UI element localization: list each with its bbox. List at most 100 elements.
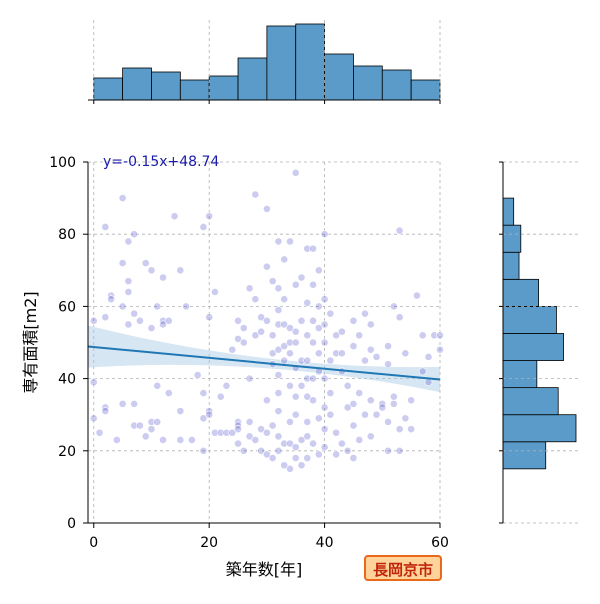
scatter-point (395, 226, 404, 235)
scatter-point (320, 443, 329, 452)
scatter-point (89, 414, 98, 423)
scatter-point (164, 389, 173, 397)
scatter-point (136, 421, 144, 430)
scatter-point (245, 418, 254, 426)
scatter-point (286, 381, 294, 390)
scatter-point (349, 399, 358, 408)
scatter-point (274, 432, 283, 441)
y-axis-title: 専有面積[m2] (21, 291, 40, 393)
scatter-point (118, 194, 127, 202)
scatter-point (349, 454, 358, 462)
scatter-point (395, 446, 404, 455)
scatter-point (366, 345, 375, 354)
scatter-point (314, 414, 323, 423)
right-histogram-bar (502, 251, 520, 280)
scatter-point (274, 389, 283, 397)
scatter-point (338, 439, 346, 448)
scatter-point (101, 313, 110, 322)
scatter-point (262, 428, 271, 437)
scatter-point (355, 389, 364, 397)
scatter-point (297, 461, 306, 470)
scatter-point (309, 244, 317, 253)
scatter-point (424, 353, 433, 361)
scatter-point (262, 316, 271, 325)
scatter-point (320, 230, 329, 239)
scatter-point (205, 212, 214, 221)
scatter-point (286, 439, 294, 448)
scatter-point (211, 428, 219, 437)
scatter-point (320, 338, 329, 347)
scatter-point (274, 446, 283, 455)
scatter-point (164, 316, 173, 325)
right-histogram-bar (502, 197, 515, 226)
scatter-point (303, 244, 312, 253)
scatter-point (286, 349, 294, 358)
scatter-point (95, 428, 104, 437)
right-histogram-bar (502, 278, 540, 307)
scatter-point (389, 302, 398, 311)
scatter-point (314, 266, 323, 275)
scatter-point (407, 396, 416, 405)
scatter-point (303, 298, 312, 307)
right-histogram-bar (502, 441, 547, 470)
scatter-point (199, 389, 208, 397)
scatter-point (286, 418, 294, 426)
scatter-point (413, 291, 421, 300)
scatter-point (303, 331, 312, 340)
scatter-point (309, 280, 317, 289)
scatter-point (280, 356, 289, 365)
scatter-point (170, 212, 179, 221)
x-axis-title: 築年数[年] (226, 560, 303, 579)
scatter-point (366, 432, 375, 441)
scatter-point (436, 331, 444, 340)
scatter-point (130, 399, 139, 408)
scatter-point (436, 345, 444, 354)
right-histogram-bar (502, 224, 522, 253)
scatter-point (245, 374, 254, 383)
scatter-point (101, 407, 110, 415)
scatter-point (332, 331, 341, 340)
y-tick-label: 100 (49, 155, 76, 171)
scatter-point (118, 302, 127, 311)
scatter-point (280, 295, 289, 304)
x-tick-label: 40 (316, 535, 334, 551)
scatter-point (130, 230, 139, 239)
scatter-point (124, 277, 133, 286)
scatter-point (320, 374, 329, 383)
scatter-point (303, 392, 312, 401)
scatter-point (268, 421, 277, 430)
scatter-point (239, 338, 248, 347)
scatter-point (130, 421, 139, 430)
scatter-point (280, 320, 289, 329)
scatter-point (355, 436, 364, 444)
scatter-point (349, 421, 358, 430)
scatter-point (384, 446, 392, 455)
scatter-point (187, 436, 196, 444)
scatter-point (239, 446, 248, 455)
scatter-point (268, 331, 277, 340)
scatter-point (234, 334, 242, 343)
top-histogram-bar (266, 25, 297, 101)
scatter-point (118, 259, 127, 267)
scatter-point (159, 273, 167, 282)
scatter-point (124, 237, 133, 246)
scatter-point (112, 436, 121, 444)
right-histogram-bar (502, 333, 564, 361)
y-tick-label: 40 (58, 372, 76, 388)
scatter-point (297, 381, 306, 390)
right-histogram-bar (502, 305, 557, 334)
top-histogram-bar (179, 79, 210, 101)
scatter-point (314, 302, 323, 311)
scatter-point (309, 316, 317, 325)
scatter-point (176, 407, 185, 415)
scatter-point (326, 356, 335, 365)
scatter-point (291, 327, 300, 336)
scatter-point (286, 324, 294, 332)
regression-line (87, 345, 441, 381)
scatter-point (274, 320, 283, 329)
scatter-point (245, 284, 254, 293)
scatter-point (251, 295, 260, 304)
scatter-point (89, 378, 98, 387)
scatter-point (332, 428, 341, 437)
scatter-point (274, 284, 283, 293)
